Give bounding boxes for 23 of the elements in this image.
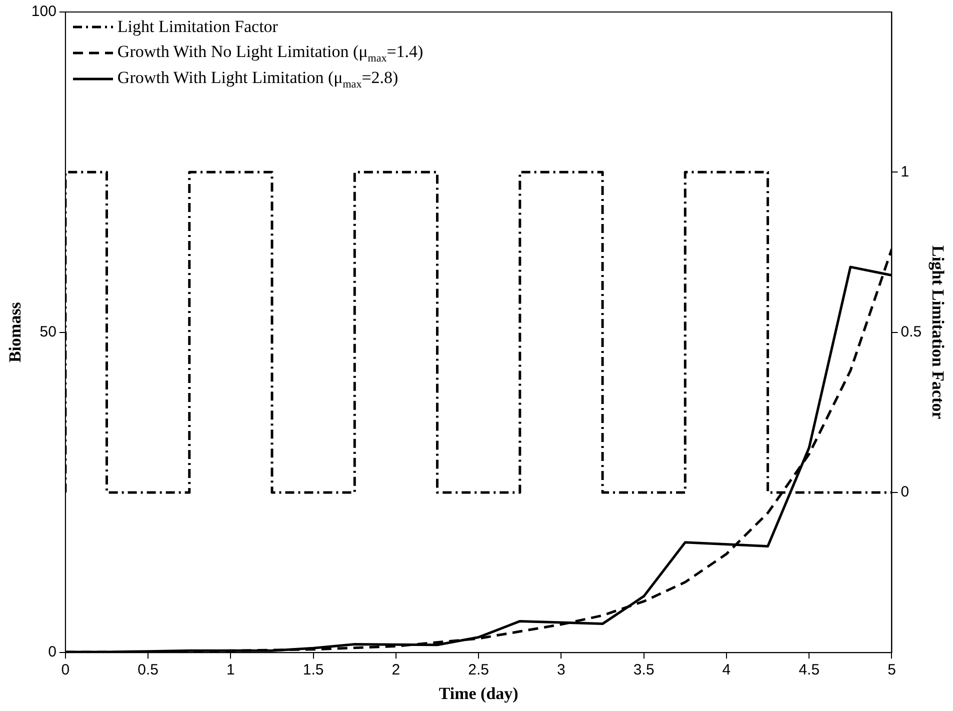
y-axis-title: Biomass: [6, 302, 25, 363]
x-tick-label: 1.5: [302, 662, 324, 679]
y-tick-label: 100: [31, 3, 56, 20]
y2-axis-title: Light Limitation Factor: [928, 245, 948, 420]
x-tick-label: 0: [61, 662, 70, 679]
y-tick-label: 50: [40, 323, 56, 340]
x-tick-label: 5: [888, 662, 896, 679]
y2-tick-label: 0: [900, 484, 910, 501]
x-tick-label: 2.5: [468, 662, 490, 679]
x-axis-title: Time (day): [438, 684, 518, 704]
y2-tick-label: 1: [900, 163, 910, 180]
x-tick-label: 4.5: [798, 662, 820, 679]
x-tick-label: 1: [226, 662, 235, 679]
x-tick-label: 3.5: [633, 662, 654, 679]
x-tick-label: 0.5: [138, 662, 158, 679]
legend-label: Growth With No Light Limitation (μ$_{max}$=1.4): [117, 42, 424, 64]
legend-label: Growth With Light Limitation (μ$_{max}$=2.8): [117, 68, 398, 90]
legend-label: Light Limitation Factor: [117, 17, 278, 37]
y2-tick-label: 0.5: [900, 323, 922, 340]
x-tick-label: 2: [392, 662, 400, 679]
x-tick-label: 3: [557, 662, 566, 679]
x-tick-label: 4: [722, 662, 731, 679]
y-tick-label: 0: [48, 644, 56, 661]
